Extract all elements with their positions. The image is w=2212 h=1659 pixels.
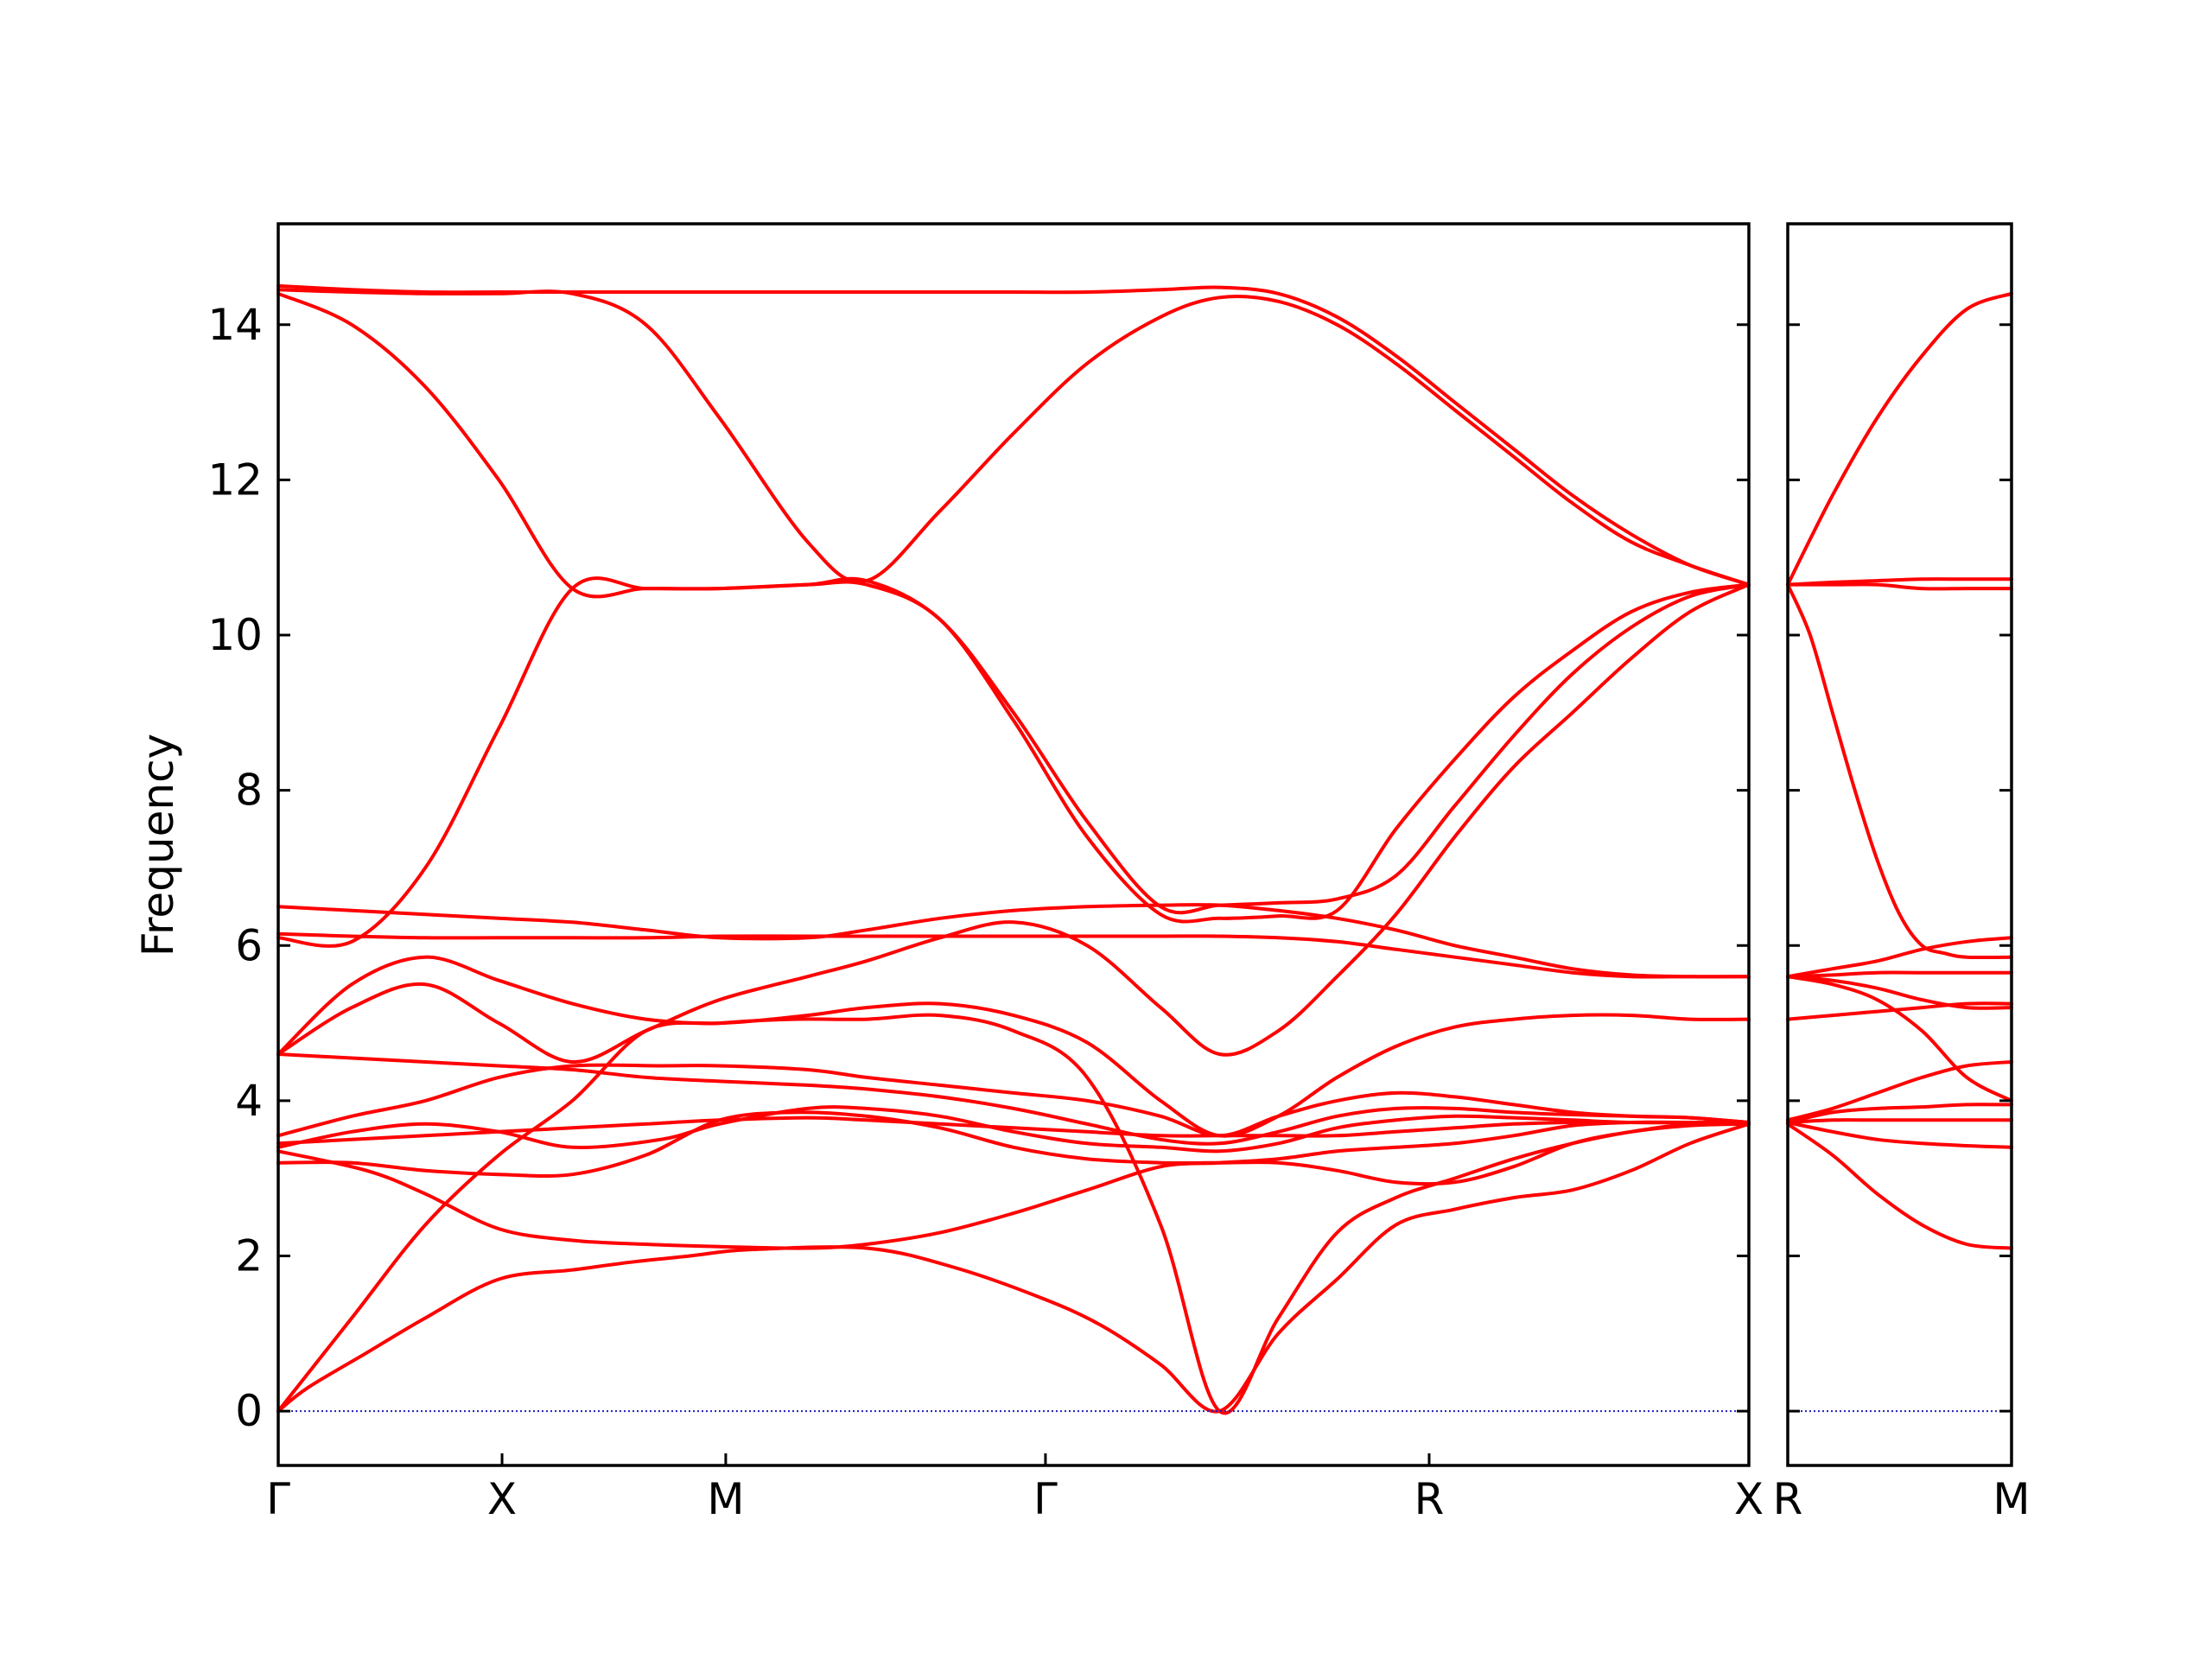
main-panel: 0 2 4 6 8 10 12 14 Γ X M Γ R X xyxy=(207,222,1764,1524)
right-bands xyxy=(1786,291,2013,1250)
y-tick-label: 12 xyxy=(207,454,263,505)
right-band-4 xyxy=(1786,1103,2013,1124)
right-band-9 xyxy=(1786,970,2013,979)
x-tick-label: M xyxy=(1993,1474,2030,1524)
right-panel-frame xyxy=(1786,222,2013,1467)
main-band-5 xyxy=(276,1105,1751,1154)
right-band-11 xyxy=(1786,582,2013,960)
main-panel-frame xyxy=(276,222,1751,1467)
right-band-13 xyxy=(1786,577,2013,587)
x-tick-label: X xyxy=(1734,1474,1764,1524)
main-band-8 xyxy=(276,1052,1751,1146)
main-bands xyxy=(276,283,1751,1415)
right-band-7 xyxy=(1786,975,2013,1103)
y-tick-label: 10 xyxy=(207,610,263,660)
y-axis-label: Frequency xyxy=(133,734,183,957)
x-tick-label: X xyxy=(487,1474,517,1524)
main-band-16 xyxy=(276,283,1751,587)
main-band-6 xyxy=(276,1116,1751,1146)
main-band-10 xyxy=(276,931,1751,979)
main-band-14 xyxy=(276,291,1751,915)
right-band-1 xyxy=(1786,1122,2013,1250)
main-band-3 xyxy=(276,1110,1751,1186)
y-tick-label: 14 xyxy=(207,300,263,350)
y-tick-label: 8 xyxy=(235,766,263,816)
right-y-ticks xyxy=(1788,323,2012,1413)
x-tick-label: M xyxy=(707,1474,744,1524)
y-tick-label: 0 xyxy=(235,1386,263,1436)
main-band-12 xyxy=(276,582,1751,1065)
main-band-11 xyxy=(276,903,1751,979)
y-tick-label: 4 xyxy=(235,1076,263,1126)
right-band-14 xyxy=(1786,291,2013,587)
main-band-13 xyxy=(276,576,1751,948)
main-band-9 xyxy=(276,955,1751,1138)
x-tick-label: Γ xyxy=(1033,1474,1058,1524)
main-band-4 xyxy=(276,1120,1751,1250)
right-band-8 xyxy=(1786,975,2013,1010)
right-band-2 xyxy=(1786,1121,2013,1149)
right-band-12 xyxy=(1786,582,2013,591)
y-tick-label: 2 xyxy=(235,1231,263,1281)
right-band-6 xyxy=(1786,1001,2013,1021)
right-band-5 xyxy=(1786,1060,2013,1122)
x-tick-label: R xyxy=(1414,1474,1445,1524)
y-tick-label: 6 xyxy=(235,920,263,970)
x-tick-label: Γ xyxy=(266,1474,290,1524)
main-band-7 xyxy=(276,1063,1751,1138)
main-band-1 xyxy=(276,1122,1751,1414)
right-band-10 xyxy=(1786,936,2013,979)
main-y-ticks: 0 2 4 6 8 10 12 14 xyxy=(207,300,1749,1436)
x-tick-label: R xyxy=(1773,1474,1803,1524)
right-band-3 xyxy=(1786,1118,2013,1124)
